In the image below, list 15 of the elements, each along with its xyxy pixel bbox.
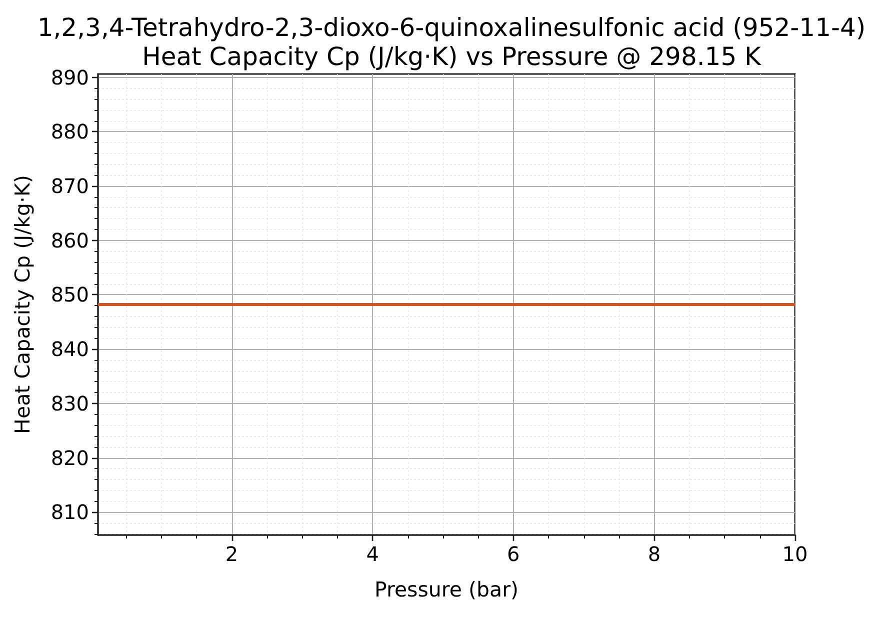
y-tick-label: 880 (50, 120, 89, 144)
x-tick-label: 2 (225, 542, 238, 566)
y-tick-label: 860 (50, 228, 89, 252)
x-tick-label: 4 (366, 542, 379, 566)
y-tick-label: 830 (50, 391, 89, 416)
y-axis-title: Heat Capacity Cp (J/kg·K) (10, 175, 34, 434)
x-tick-label: 6 (507, 542, 520, 566)
y-tick-label: 870 (50, 174, 89, 198)
y-tick-label: 850 (50, 282, 89, 307)
x-tick-label: 8 (648, 542, 661, 566)
x-tick-label: 10 (782, 542, 808, 566)
y-tick-label: 810 (50, 500, 89, 524)
x-axis-title: Pressure (bar) (374, 578, 519, 602)
y-tick-label: 820 (50, 446, 89, 470)
y-tick-label: 840 (50, 337, 89, 362)
